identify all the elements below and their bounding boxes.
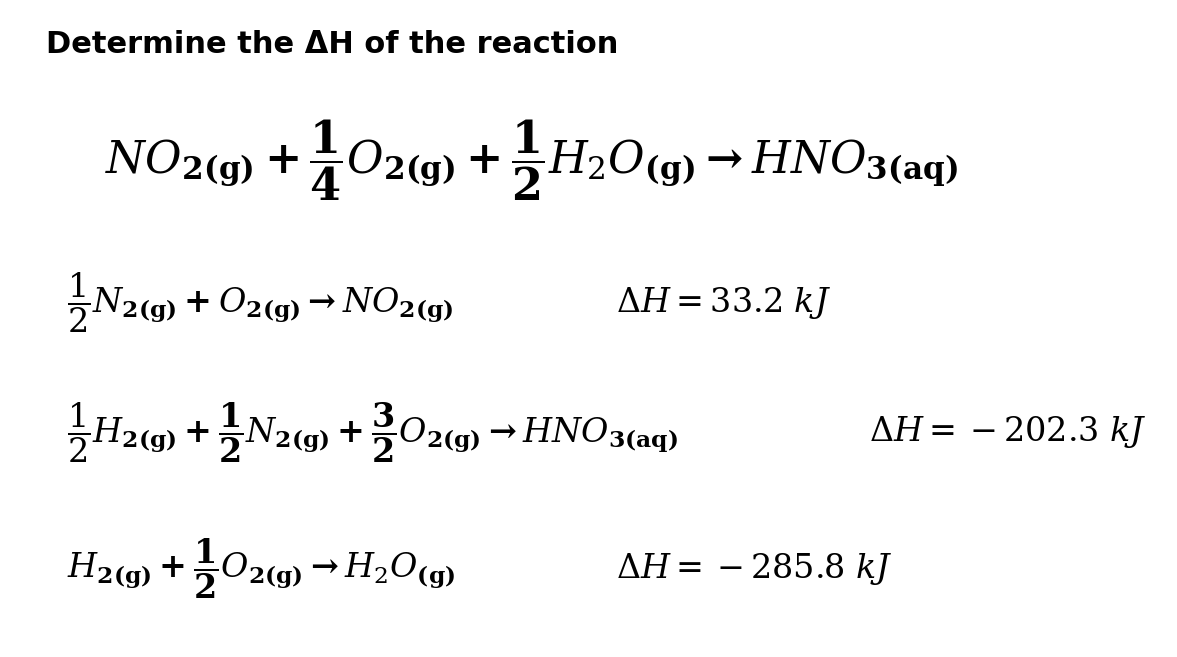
Text: $\Delta H = 33.2\ kJ$: $\Delta H = 33.2\ kJ$ [617, 284, 831, 321]
Text: $\bf{\mathit{H}}_{2(g)} + \dfrac{1}{2}\bf{\mathit{O}}_{2(g)} \rightarrow \bf{\ma: $\bf{\mathit{H}}_{2(g)} + \dfrac{1}{2}\b… [67, 536, 455, 600]
Text: Determine the ΔH of the reaction: Determine the ΔH of the reaction [46, 30, 619, 59]
Text: $\Delta H = -202.3\ kJ$: $\Delta H = -202.3\ kJ$ [870, 415, 1148, 450]
Text: $\bf{\mathit{NO}}_{2(g)} + \dfrac{1}{4}\bf{\mathit{O}}_{2(g)} + \dfrac{1}{2}\bf{: $\bf{\mathit{NO}}_{2(g)} + \dfrac{1}{4}\… [105, 117, 958, 203]
Text: $\dfrac{1}{2}\bf{\mathit{N}}_{2(g)} + \bf{\mathit{O}}_{2(g)} \rightarrow \bf{\ma: $\dfrac{1}{2}\bf{\mathit{N}}_{2(g)} + \b… [67, 270, 454, 335]
Text: $\Delta H = -285.8\ kJ$: $\Delta H = -285.8\ kJ$ [617, 551, 892, 587]
Text: $\dfrac{1}{2}\bf{\mathit{H}}_{2(g)} + \dfrac{1}{2}\bf{\mathit{N}}_{2(g)} + \dfra: $\dfrac{1}{2}\bf{\mathit{H}}_{2(g)} + \d… [67, 400, 678, 464]
